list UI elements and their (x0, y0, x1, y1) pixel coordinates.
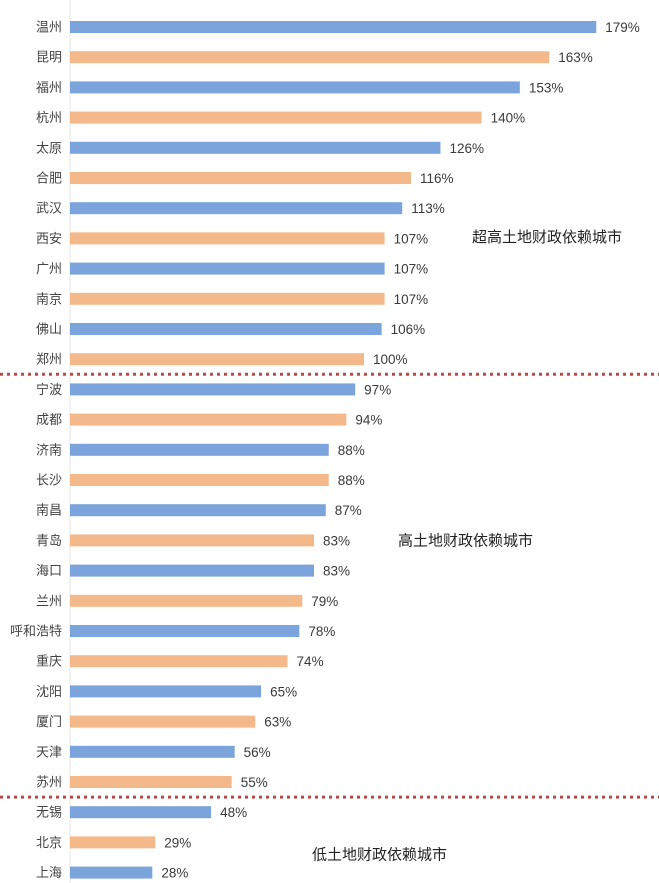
category-label: 福州 (36, 81, 62, 96)
value-label: 83% (323, 533, 350, 548)
group-label: 高土地财政依赖城市 (398, 531, 533, 549)
category-label: 海口 (36, 564, 62, 579)
bar-6 (70, 172, 412, 184)
bar-13 (70, 383, 356, 396)
category-labels: 温州昆明福州杭州太原合肥武汉西安广州南京佛山郑州宁波成都济南长沙南昌青岛海口兰州… (10, 21, 62, 882)
bar-10 (70, 292, 385, 305)
value-label: 107% (394, 231, 429, 246)
category-label: 合肥 (36, 172, 62, 187)
bar-22 (70, 655, 288, 668)
bar-29 (70, 866, 153, 879)
bar-20 (70, 594, 303, 607)
category-label: 太原 (36, 141, 62, 156)
value-label: 179% (605, 20, 640, 35)
category-label: 兰州 (36, 594, 62, 609)
value-label: 63% (264, 715, 291, 730)
value-label: 97% (364, 382, 391, 397)
value-label: 153% (529, 80, 564, 95)
category-label: 佛山 (36, 323, 62, 338)
category-label: 重庆 (36, 654, 62, 670)
value-label: 55% (241, 775, 268, 790)
category-label: 北京 (36, 836, 62, 851)
bar-5 (70, 141, 441, 154)
value-label: 126% (449, 141, 484, 156)
value-label: 56% (244, 745, 271, 760)
bar-8 (70, 232, 385, 245)
category-label: 苏州 (36, 775, 62, 791)
category-label: 西安 (36, 232, 62, 247)
value-label: 87% (335, 503, 362, 518)
bar-15 (70, 443, 329, 456)
group-label: 超高土地财政依赖城市 (472, 228, 622, 246)
category-label: 济南 (36, 442, 62, 458)
value-label: 106% (391, 322, 426, 337)
bar-11 (70, 323, 382, 335)
value-label: 88% (338, 473, 365, 488)
category-label: 天津 (36, 745, 62, 760)
category-label: 宁波 (36, 382, 62, 398)
category-label: 无锡 (36, 806, 62, 821)
value-label: 78% (308, 624, 335, 639)
bar-25 (70, 745, 235, 758)
category-label: 青岛 (36, 533, 62, 549)
value-label: 107% (394, 292, 429, 307)
category-label: 郑州 (36, 353, 62, 368)
bar-16 (70, 474, 329, 486)
value-label: 88% (338, 443, 365, 458)
category-label: 沈阳 (36, 685, 62, 700)
value-label: 113% (411, 201, 445, 216)
bar-14 (70, 413, 347, 426)
bar-27 (70, 806, 212, 819)
bar-12 (70, 353, 364, 366)
category-label: 南京 (36, 291, 62, 307)
bar-3 (70, 81, 520, 94)
category-label: 成都 (36, 413, 62, 428)
category-label: 广州 (36, 262, 62, 277)
value-label: 83% (323, 564, 350, 579)
category-label: 杭州 (36, 111, 62, 126)
category-label: 武汉 (36, 202, 62, 217)
category-label: 呼和浩特 (10, 625, 62, 640)
value-label: 140% (491, 111, 526, 126)
value-label: 28% (161, 866, 188, 881)
bar-26 (70, 776, 232, 788)
value-label: 107% (394, 262, 429, 277)
category-label: 温州 (36, 21, 62, 36)
value-label: 79% (311, 594, 338, 609)
category-label: 昆明 (36, 51, 62, 66)
group-label: 低土地财政依赖城市 (312, 845, 447, 863)
bar-28 (70, 836, 156, 849)
bar-19 (70, 564, 315, 577)
value-label: 163% (558, 50, 593, 65)
bar-24 (70, 715, 256, 728)
value-label: 74% (297, 654, 324, 669)
group-dividers (0, 372, 659, 799)
bar-9 (70, 262, 385, 275)
bar-23 (70, 685, 262, 698)
bar-17 (70, 504, 326, 517)
value-label: 116% (420, 171, 454, 186)
value-label: 48% (220, 805, 247, 820)
category-label: 上海 (36, 866, 62, 881)
bar-series (70, 21, 597, 879)
value-label: 100% (373, 352, 408, 367)
value-label: 65% (270, 684, 297, 699)
bar-18 (70, 534, 315, 547)
category-label: 厦门 (36, 715, 62, 730)
category-label: 长沙 (36, 474, 62, 489)
value-labels: 179% 163% 153% 140% 126% 116% 113% 107% 107% 107%… (161, 20, 639, 881)
bar-21 (70, 625, 300, 637)
bar-4 (70, 111, 482, 124)
value-label: 94% (355, 413, 382, 428)
value-label: 29% (164, 835, 191, 850)
category-label: 南昌 (36, 503, 62, 519)
bar-2 (70, 51, 550, 64)
bar-1 (70, 21, 597, 33)
bar-7 (70, 202, 403, 215)
